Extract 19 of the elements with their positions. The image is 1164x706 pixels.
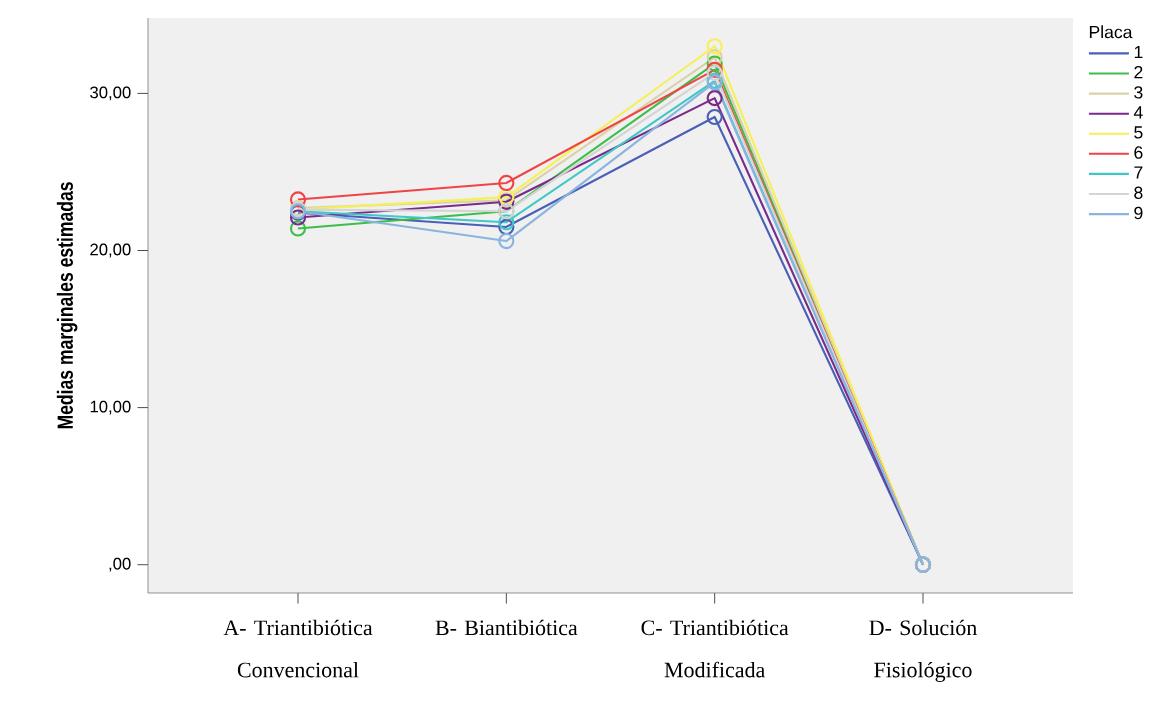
legend-label: 7 — [1134, 166, 1143, 179]
legend-label: 4 — [1133, 106, 1143, 119]
x-tick-label: B- Biantibiótica — [435, 619, 578, 636]
legend-label: 9 — [1134, 206, 1143, 220]
legend-label: 2 — [1134, 66, 1143, 79]
category-label: C- Triantibiótica Modificada — [641, 619, 789, 678]
legend-label: 6 — [1134, 146, 1143, 159]
y-tick-label: ,00 — [109, 557, 131, 572]
category-label: D- Solución Fisiológico — [869, 619, 977, 682]
legend-label: 1 — [1134, 46, 1143, 59]
legend-title: Placa — [1089, 25, 1133, 39]
y-tick-label: 10,00 — [90, 400, 131, 415]
y-axis-title: Medias marginales estimadas — [56, 182, 78, 429]
category-label: A- Triantibiótica Convencional — [223, 619, 373, 678]
legend-label: 3 — [1134, 86, 1143, 99]
legend-label: 8 — [1134, 186, 1143, 199]
y-tick-label: 30,00 — [90, 86, 131, 101]
legend-label: 5 — [1134, 126, 1143, 139]
y-tick-label: 20,00 — [90, 243, 131, 258]
